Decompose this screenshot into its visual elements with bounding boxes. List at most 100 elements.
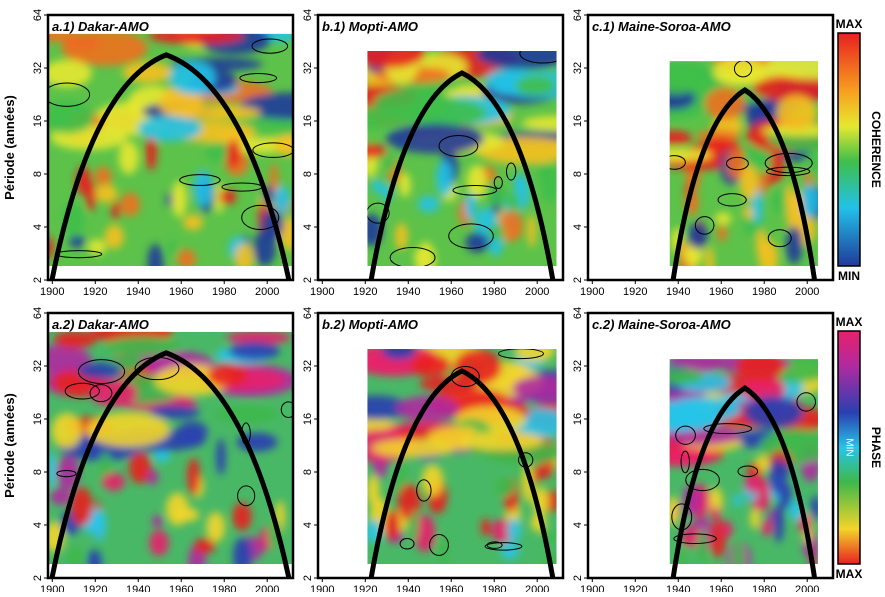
blob: [810, 495, 818, 522]
blob: [744, 476, 763, 493]
x-tick-label: 1900: [310, 584, 334, 592]
contour: [685, 468, 720, 492]
heatmap: [669, 61, 818, 280]
blob: [397, 483, 421, 521]
y-tick-label: 2: [302, 575, 314, 581]
cone-of-influence: [368, 70, 556, 280]
blob: [681, 526, 701, 548]
blob: [371, 179, 384, 193]
blob: [147, 469, 159, 485]
heatmap-blobs: [367, 348, 557, 565]
contour: [486, 541, 503, 549]
blob: [435, 159, 453, 197]
colorbar: [837, 330, 861, 565]
contour: [280, 401, 293, 418]
heatmap-area: [367, 348, 557, 565]
contour: [725, 156, 749, 171]
contour: [519, 50, 557, 64]
blob: [476, 50, 557, 70]
x-tick-label: 1980: [482, 286, 506, 298]
cone-of-influence: [368, 368, 556, 578]
blob: [177, 421, 208, 443]
blob: [545, 489, 557, 513]
panel-title: a.2) Dakar-AMO: [52, 317, 149, 332]
colorbar-top: MAX: [836, 315, 863, 329]
contour: [252, 142, 293, 158]
x-tick-label: 1920: [623, 286, 647, 298]
blob: [367, 144, 387, 159]
blob: [521, 115, 557, 131]
panel-title: b.1) Mopti-AMO: [322, 19, 418, 34]
blob: [696, 528, 708, 565]
blob: [381, 348, 417, 361]
blob: [51, 412, 83, 449]
heatmap-blobs: [48, 331, 293, 565]
y-tick-label: 64: [302, 307, 314, 319]
heatmap-blobs: [669, 359, 818, 565]
blob: [226, 135, 241, 169]
contour: [675, 425, 696, 445]
blob: [669, 68, 698, 95]
colorbar-label: COHERENCE: [869, 111, 883, 188]
contour: [64, 382, 100, 400]
y-tick-label: 64: [572, 307, 584, 319]
blob: [218, 189, 237, 205]
y-tick-label: 8: [572, 171, 584, 177]
blob: [725, 148, 746, 179]
y-tick-label: 16: [32, 115, 44, 127]
x-tick-label: 1960: [709, 584, 733, 592]
contour: [241, 204, 280, 231]
blob: [669, 403, 723, 433]
panel: a.1) Dakar-AMO 2 4 8 16 32 64 1900 1920 1940 1960 1…: [2, 9, 295, 298]
blob: [85, 181, 96, 212]
y-tick-label: 4: [572, 522, 584, 528]
blob: [94, 166, 112, 186]
x-tick-label: 1960: [169, 286, 193, 298]
x-tick-label: 1920: [353, 584, 377, 592]
colorbar-top: MAX: [836, 17, 863, 31]
blob: [128, 452, 152, 484]
blob: [464, 193, 477, 221]
heatmap-area: [367, 50, 557, 267]
x-tick-label: 1900: [580, 286, 604, 298]
contour: [680, 450, 690, 474]
blob: [491, 518, 513, 543]
x-tick-label: 1920: [353, 286, 377, 298]
y-tick-label: 32: [302, 360, 314, 372]
cone-of-influence: [670, 87, 818, 280]
blob: [744, 396, 804, 429]
blob: [785, 182, 794, 215]
blob: [733, 493, 743, 507]
panel: a.2) Dakar-AMO 2 4 8 16 32 64 1900 1920 1940 1960 1…: [2, 307, 295, 596]
heatmap-area: [48, 33, 293, 267]
blob: [752, 75, 818, 102]
x-tick-label: 1920: [83, 286, 107, 298]
heatmap: [669, 359, 818, 578]
x-tick-label: 1940: [396, 584, 420, 592]
blob: [669, 130, 692, 145]
colorbar-middle: MIN: [843, 438, 854, 456]
blob: [776, 94, 817, 131]
blob: [731, 540, 745, 565]
x-tick-label: 1940: [396, 286, 420, 298]
blob: [396, 395, 459, 422]
contour: [367, 202, 390, 224]
blob: [736, 359, 785, 382]
y-tick-label: 2: [32, 575, 44, 581]
contour: [669, 155, 686, 170]
y-tick-label: 64: [32, 9, 44, 21]
blob: [273, 134, 293, 157]
heatmap: [48, 33, 293, 280]
blob: [384, 510, 401, 541]
x-tick-label: 1940: [126, 286, 150, 298]
x-tick-label: 1900: [40, 286, 64, 298]
x-tick-label: 2000: [525, 286, 549, 298]
cone-of-influence: [49, 52, 292, 280]
contour: [429, 534, 449, 556]
y-tick-label: 4: [572, 224, 584, 230]
y-tick-label: 32: [572, 62, 584, 74]
y-tick-label: 64: [572, 9, 584, 21]
x-tick-label: 1920: [623, 584, 647, 592]
blob: [232, 537, 253, 565]
